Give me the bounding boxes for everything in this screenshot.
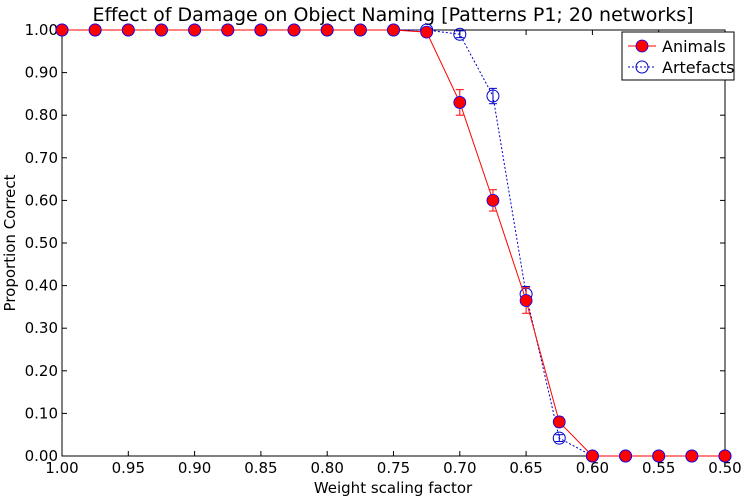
data-point xyxy=(420,25,434,39)
data-point xyxy=(254,23,268,37)
legend-label-artefacts: Artefacts xyxy=(662,58,734,77)
x-tick-label: 0.90 xyxy=(178,459,211,477)
data-point xyxy=(486,193,500,207)
y-tick-label: 0.80 xyxy=(25,106,58,124)
legend-label-animals: Animals xyxy=(662,37,726,56)
data-point xyxy=(619,449,632,463)
data-point xyxy=(121,23,135,37)
y-tick-label: 1.00 xyxy=(25,21,58,39)
data-point xyxy=(486,89,500,103)
data-point xyxy=(718,449,732,463)
legend: Animals Artefacts xyxy=(621,31,735,81)
data-point xyxy=(55,23,69,37)
data-point xyxy=(586,449,599,463)
x-tick-label: 0.75 xyxy=(377,459,410,477)
plot-area xyxy=(61,29,726,457)
data-point xyxy=(453,27,467,41)
data-point xyxy=(652,449,666,463)
y-tick-label: 0.10 xyxy=(25,404,58,422)
y-tick-label: 0.20 xyxy=(25,362,58,380)
x-tick-label: 0.80 xyxy=(310,459,343,477)
data-point xyxy=(155,23,168,37)
y-tick-label: 0.00 xyxy=(25,447,58,465)
data-point xyxy=(287,23,301,37)
data-point xyxy=(353,23,367,37)
data-point xyxy=(552,431,566,445)
data-point xyxy=(387,23,400,37)
y-tick-label: 0.50 xyxy=(25,234,58,252)
y-tick-label: 0.30 xyxy=(25,319,58,337)
data-point xyxy=(188,23,202,37)
legend-marker-animals xyxy=(635,39,649,53)
series-layer xyxy=(55,23,732,463)
data-point xyxy=(552,415,566,429)
data-point xyxy=(221,23,235,37)
x-tick-label: 0.70 xyxy=(443,459,476,477)
data-point xyxy=(519,294,533,307)
data-point xyxy=(88,23,102,37)
x-tick-label: 0.85 xyxy=(244,459,277,477)
y-tick-label: 0.70 xyxy=(25,149,58,167)
x-axis: 1.00 0.95 0.90 0.85 0.80 0.75 0.70 0.65 0.60 0.55… xyxy=(45,30,742,477)
data-point xyxy=(685,449,699,463)
x-tick-label: 0.65 xyxy=(509,459,542,477)
x-tick-label: 0.50 xyxy=(708,459,741,477)
y-tick-label: 0.40 xyxy=(25,277,58,295)
y-tick-label: 0.90 xyxy=(25,64,58,82)
y-axis: 0.00 0.10 0.20 0.30 0.40 0.50 0.60 0.70 0.80 0.90… xyxy=(25,21,725,465)
x-tick-label: 0.95 xyxy=(112,459,145,477)
series-animals xyxy=(55,23,732,463)
x-tick-label: 0.55 xyxy=(642,459,675,477)
data-point xyxy=(320,23,334,37)
x-axis-label: Weight scaling factor xyxy=(314,479,473,497)
legend-marker-artefacts xyxy=(635,60,649,74)
x-tick-label: 0.60 xyxy=(576,459,609,477)
y-tick-label: 0.60 xyxy=(25,191,58,209)
y-axis-label: Proportion Correct xyxy=(1,174,19,311)
x-tick-label: 1.00 xyxy=(45,459,78,477)
chart-title: Effect of Damage on Object Naming [Patte… xyxy=(92,4,693,26)
data-point xyxy=(453,96,467,109)
